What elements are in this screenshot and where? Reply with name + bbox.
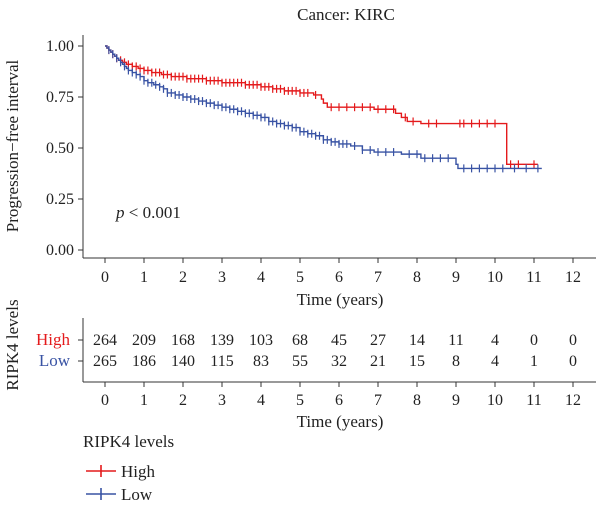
risk-x-tick-label: 9 [452, 392, 460, 409]
chart-title: Cancer: KIRC [297, 5, 395, 24]
x-tick-label: 5 [296, 269, 304, 286]
legend-items: High Low [86, 462, 156, 504]
x-tick-label: 11 [526, 269, 541, 286]
risk-count-cell: 8 [452, 353, 460, 370]
x-tick-label: 1 [140, 269, 148, 286]
risk-count-cell: 168 [171, 332, 195, 349]
risk-table-title: RIPK4 levels [3, 299, 22, 390]
risk-count-cell: 32 [331, 353, 347, 370]
risk-count-cell: 140 [171, 353, 195, 370]
risk-x-tick-label: 1 [140, 392, 148, 409]
survival-curve-low [105, 45, 542, 170]
legend-title: RIPK4 levels [83, 432, 174, 451]
y-axis-label: Progression−free interval [3, 60, 22, 233]
risk-count-cell: 0 [530, 332, 538, 349]
y-tick-label: 0.25 [46, 191, 74, 208]
legend-label-low: Low [121, 485, 153, 504]
risk-row-label-low: Low [39, 351, 71, 370]
risk-count-cell: 15 [409, 353, 425, 370]
p-value-text: < 0.001 [125, 203, 181, 222]
survival-curves [105, 45, 542, 173]
risk-count-cell: 103 [249, 332, 273, 349]
p-value-annotation: p < 0.001 [115, 203, 181, 222]
risk-count-cell: 186 [132, 353, 156, 370]
risk-x-tick-label: 7 [374, 392, 382, 409]
risk-count-cell: 4 [491, 353, 499, 370]
risk-count-cell: 0 [569, 353, 577, 370]
risk-count-cell: 83 [253, 353, 269, 370]
x-tick-label: 12 [565, 269, 581, 286]
risk-x-tick-label: 5 [296, 392, 304, 409]
risk-count-cell: 265 [93, 353, 117, 370]
risk-x-tick-label: 11 [526, 392, 541, 409]
risk-x-tick-label: 2 [179, 392, 187, 409]
x-tick-label: 2 [179, 269, 187, 286]
risk-count-cell: 1 [530, 353, 538, 370]
risk-x-tick-label: 8 [413, 392, 421, 409]
risk-count-cell: 27 [370, 332, 386, 349]
risk-x-axis-label: Time (years) [297, 412, 384, 431]
risk-x-tick-label: 0 [101, 392, 109, 409]
risk-count-cell: 45 [331, 332, 347, 349]
x-tick-label: 6 [335, 269, 343, 286]
risk-row-label-high: High [36, 330, 71, 349]
x-tick-label: 0 [101, 269, 109, 286]
p-value-label: p [115, 203, 125, 222]
risk-count-cell: 14 [409, 332, 425, 349]
x-tick-label: 3 [218, 269, 226, 286]
x-tick-label: 8 [413, 269, 421, 286]
risk-x-tick-label: 10 [487, 392, 503, 409]
risk-count-cell: 4 [491, 332, 499, 349]
risk-count-cell: 0 [569, 332, 577, 349]
risk-x-axis-ticks: 0 1 2 3 4 5 6 7 8 9 10 11 12 [101, 382, 581, 409]
risk-x-tick-label: 6 [335, 392, 343, 409]
x-tick-label: 9 [452, 269, 460, 286]
x-tick-label: 7 [374, 269, 382, 286]
risk-x-tick-label: 3 [218, 392, 226, 409]
y-tick-label: 0.75 [46, 89, 74, 106]
risk-count-cell: 68 [292, 332, 308, 349]
y-tick-label: 0.00 [46, 242, 74, 259]
x-axis-label: Time (years) [297, 290, 384, 309]
legend-label-high: High [121, 462, 156, 481]
risk-count-cell: 21 [370, 353, 386, 370]
risk-count-cell: 55 [292, 353, 308, 370]
risk-count-cell: 139 [210, 332, 234, 349]
y-axis-ticks: 0.00 0.25 0.50 0.75 1.00 [46, 38, 83, 259]
x-tick-label: 4 [257, 269, 265, 286]
risk-count-cell: 264 [93, 332, 117, 349]
risk-x-tick-label: 4 [257, 392, 265, 409]
x-axis-ticks: 0 1 2 3 4 5 6 7 8 9 10 11 12 [101, 258, 581, 286]
risk-count-cell: 11 [448, 332, 463, 349]
legend: RIPK4 levels High Low [83, 432, 174, 504]
y-tick-label: 1.00 [46, 38, 74, 55]
survival-curve-high [105, 45, 538, 166]
km-plot-area: 0.000.250.500.751.00 0 1 2 3 4 5 6 7 8 9 10 11 12 p … [46, 35, 596, 286]
risk-count-cell: 115 [210, 353, 233, 370]
y-tick-label: 0.50 [46, 140, 74, 157]
x-tick-label: 10 [487, 269, 503, 286]
risk-x-tick-label: 12 [565, 392, 581, 409]
risk-count-cell: 209 [132, 332, 156, 349]
